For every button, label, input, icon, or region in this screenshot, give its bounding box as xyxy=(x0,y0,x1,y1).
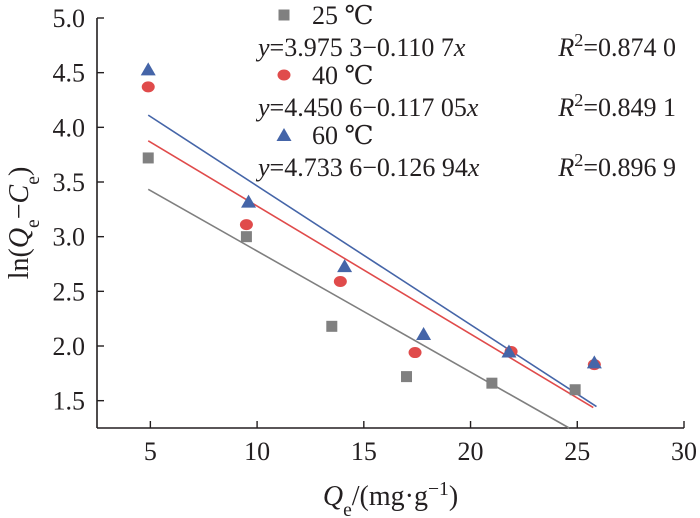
legend-label-2: 40 ℃ xyxy=(312,61,374,90)
data-point-series-1 xyxy=(142,152,154,164)
axes: 5 10 15 20 25 30 1.5 2.0 2.5 3.0 3.5 4.0 4.5 5.0 Qe/(m… xyxy=(4,4,697,518)
y-tick-label: 4.0 xyxy=(53,113,86,142)
x-axis-title: Qe/(mg·g−1) xyxy=(323,479,458,518)
fit-line-1 xyxy=(147,188,570,429)
y-axis-title: ln(Qe−Ce) xyxy=(4,167,44,280)
legend-marker-3 xyxy=(276,128,292,141)
x-tick-label: 25 xyxy=(564,437,590,466)
fit-r-squared-2: R2=0.849 1 xyxy=(557,90,676,122)
fit-line-2 xyxy=(147,140,594,409)
data-point-series-3 xyxy=(140,62,156,76)
y-tick-label: 5.0 xyxy=(53,4,86,33)
data-point-series-1 xyxy=(326,320,338,332)
data-point-series-2 xyxy=(333,275,347,287)
x-tick-label: 10 xyxy=(244,437,270,466)
data-points xyxy=(140,62,602,396)
fit-equation-3: y=4.733 6−0.126 94x xyxy=(255,153,480,182)
data-point-series-1 xyxy=(569,384,581,396)
legend: 25 ℃ y=3.975 3−0.110 7x R2=0.874 0 40 ℃ y=4.… xyxy=(255,1,676,182)
data-point-series-3 xyxy=(241,194,257,208)
data-point-series-3 xyxy=(416,326,432,340)
y-tick-label: 3.0 xyxy=(53,223,86,252)
x-tick-label: 15 xyxy=(351,437,377,466)
y-tick-label: 1.5 xyxy=(53,387,86,416)
data-point-series-2 xyxy=(239,219,253,231)
data-point-series-3 xyxy=(586,355,602,369)
fit-r-squared-3: R2=0.896 9 xyxy=(557,150,676,182)
data-point-series-1 xyxy=(240,231,252,243)
data-point-series-2 xyxy=(408,347,422,359)
legend-label-3: 60 ℃ xyxy=(312,121,374,150)
fit-lines xyxy=(147,114,597,429)
fit-r-squared-1: R2=0.874 0 xyxy=(557,30,676,62)
x-tick-label: 5 xyxy=(144,437,157,466)
data-point-series-3 xyxy=(501,344,517,358)
data-point-series-3 xyxy=(337,259,353,273)
data-point-series-1 xyxy=(486,377,498,389)
x-tick-label: 20 xyxy=(458,437,484,466)
legend-marker-1 xyxy=(278,9,290,21)
data-point-series-1 xyxy=(401,371,413,383)
y-tick-label: 2.5 xyxy=(53,277,86,306)
x-tick-label: 30 xyxy=(671,437,697,466)
y-tick-label: 2.0 xyxy=(53,332,86,361)
y-tick-label: 4.5 xyxy=(53,59,86,88)
legend-label-1: 25 ℃ xyxy=(312,1,374,30)
fit-equation-1: y=3.975 3−0.110 7x xyxy=(255,33,466,62)
fit-equation-2: y=4.450 6−0.117 05x xyxy=(255,93,479,122)
y-tick-label: 3.5 xyxy=(53,168,86,197)
data-point-series-2 xyxy=(141,81,155,93)
fit-line-3 xyxy=(147,114,597,408)
legend-marker-2 xyxy=(277,69,291,81)
